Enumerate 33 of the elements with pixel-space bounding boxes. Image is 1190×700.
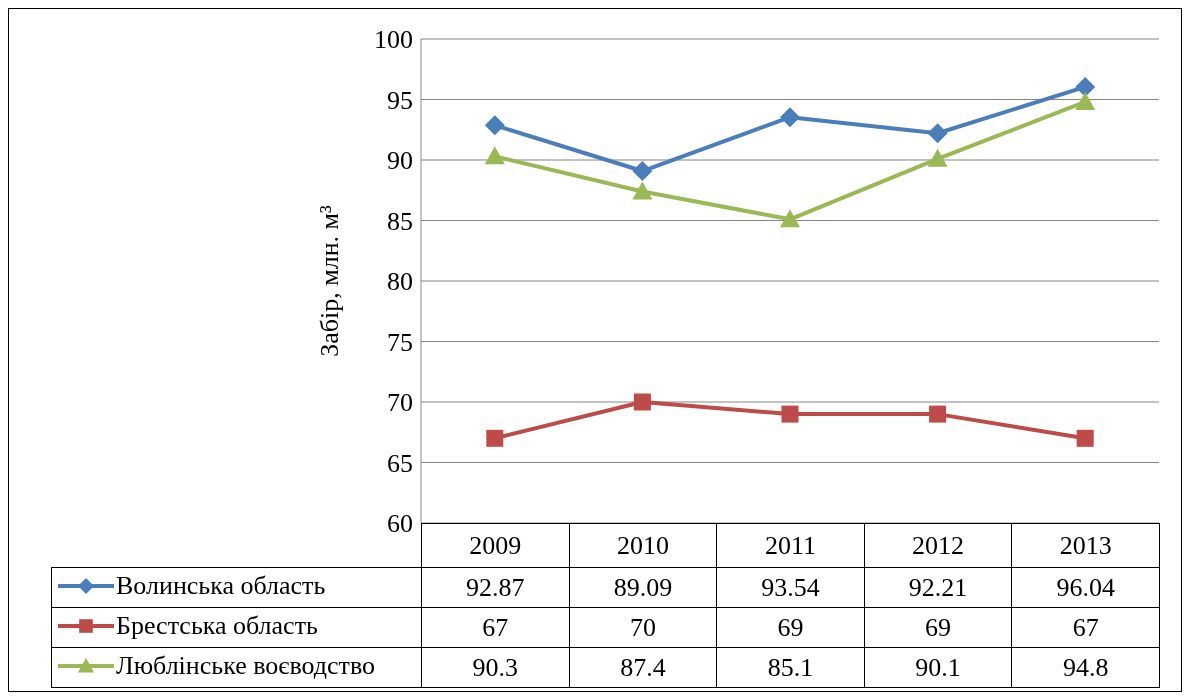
legend-label: Люблінське воєводство bbox=[116, 650, 376, 681]
data-label: 69 bbox=[864, 607, 1012, 648]
y-tick-label: 90 bbox=[387, 146, 413, 176]
y-axis-title: Забір, млн. м³ bbox=[315, 204, 345, 357]
y-tick-label: 65 bbox=[387, 448, 413, 478]
y-tick-label: 60 bbox=[387, 509, 413, 539]
x-tick-label: 2012 bbox=[864, 523, 1012, 568]
data-label: 87.4 bbox=[569, 647, 717, 688]
y-tick-label: 80 bbox=[387, 267, 413, 297]
data-label: 92.87 bbox=[421, 567, 570, 608]
legend-label: Волинська область bbox=[116, 570, 326, 601]
data-label: 69 bbox=[716, 607, 865, 648]
x-tick-label: 2010 bbox=[569, 523, 717, 568]
data-label: 92.21 bbox=[864, 567, 1012, 608]
x-tick-label: 2009 bbox=[421, 523, 570, 568]
data-label: 67 bbox=[1011, 607, 1160, 648]
data-label: 90.1 bbox=[864, 647, 1012, 688]
data-label: 96.04 bbox=[1011, 567, 1160, 608]
data-label: 93.54 bbox=[716, 567, 865, 608]
data-label: 70 bbox=[569, 607, 717, 648]
x-tick-label: 2013 bbox=[1011, 523, 1160, 568]
y-tick-label: 75 bbox=[387, 327, 413, 357]
data-label: 67 bbox=[421, 607, 570, 648]
y-tick-label: 95 bbox=[387, 85, 413, 115]
y-tick-label: 100 bbox=[374, 25, 413, 55]
x-tick-label: 2011 bbox=[716, 523, 865, 568]
data-label: 94.8 bbox=[1011, 647, 1160, 688]
legend-label: Брестська область bbox=[116, 610, 318, 641]
data-label: 85.1 bbox=[716, 647, 865, 688]
data-label: 89.09 bbox=[569, 567, 717, 608]
y-tick-label: 70 bbox=[387, 388, 413, 418]
y-tick-label: 85 bbox=[387, 206, 413, 236]
data-label: 90.3 bbox=[421, 647, 570, 688]
